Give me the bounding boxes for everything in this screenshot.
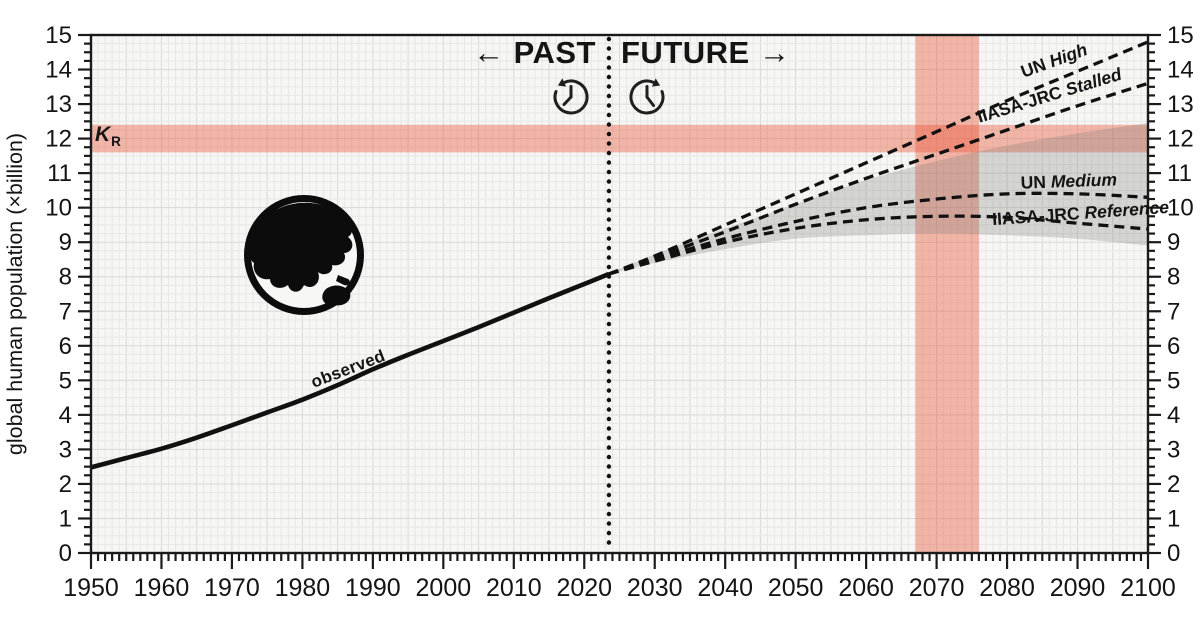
- future-label: FUTURE →: [621, 35, 790, 70]
- y-tick-label-right: 5: [1167, 367, 1180, 394]
- y-tick-label-right: 14: [1167, 57, 1194, 84]
- y-tick-label-right: 8: [1167, 264, 1180, 291]
- y-tick-label-left: 11: [47, 160, 72, 187]
- kr-band-label: KR: [95, 123, 121, 149]
- y-tick-label-left: 1: [59, 505, 72, 532]
- data-series: [90, 40, 1149, 470]
- y-tick-label-right: 3: [1167, 436, 1180, 463]
- globe-icon: [244, 195, 364, 315]
- series-un-medium: [608, 191, 1149, 276]
- y-tick-label-left: 5: [59, 367, 72, 394]
- y-tick-label-left: 12: [45, 126, 72, 153]
- y-tick-label-right: 10: [1167, 195, 1194, 222]
- series-iiasa-jrc-reference: [608, 214, 1149, 276]
- y-tick-label-left: 10: [45, 195, 72, 222]
- x-tick-label: 1950: [63, 574, 119, 602]
- future-window-band: [915, 35, 979, 553]
- x-tick-label: 2070: [909, 574, 965, 602]
- x-tick-label: 1970: [204, 574, 260, 602]
- kr-carrying-capacity-band: [91, 124, 1148, 153]
- x-tick-label: 2000: [416, 574, 472, 602]
- history-clock-icon: [553, 78, 589, 115]
- y-tick-label-left: 3: [59, 436, 72, 463]
- x-tick-label: 2010: [486, 574, 542, 602]
- y-tick-label-left: 9: [59, 229, 72, 256]
- x-tick-label: 2020: [556, 574, 612, 602]
- series-iiasa-jrc-stalled: [608, 81, 1149, 276]
- y-tick-label-left: 0: [59, 540, 72, 567]
- iiasa-jrc-reference-label: IIASA-JRC Reference: [992, 197, 1170, 229]
- y-tick-label-right: 0: [1167, 540, 1180, 567]
- x-tick-label: 1990: [345, 574, 401, 602]
- x-tick-label: 2030: [627, 574, 683, 602]
- y-tick-label-left: 2: [59, 471, 72, 498]
- y-tick-label-left: 8: [59, 264, 72, 291]
- un-medium-label: UN Medium: [1020, 169, 1117, 192]
- projection-uncertainty-band: [608, 123, 1148, 274]
- y-tick-label-right: 1: [1167, 505, 1180, 532]
- y-tick-label-right: 2: [1167, 471, 1180, 498]
- y-tick-label-left: 15: [45, 22, 72, 49]
- series-un-high: [608, 40, 1149, 276]
- y-tick-label-left: 13: [45, 91, 72, 118]
- y-tick-label-right: 12: [1167, 126, 1194, 153]
- x-tick-label: 2080: [979, 574, 1035, 602]
- grid-lines: [90, 34, 1149, 554]
- x-tick-label: 2090: [1050, 574, 1106, 602]
- x-tick-label: 2050: [768, 574, 824, 602]
- y-tick-label-right: 7: [1167, 298, 1180, 325]
- y-tick-label-right: 13: [1167, 91, 1194, 118]
- y-tick-label-left: 6: [59, 333, 72, 360]
- forward-clock-icon: [629, 78, 665, 115]
- past-label: ← PAST: [473, 35, 596, 70]
- y-tick-label-left: 4: [59, 402, 72, 429]
- y-tick-label-right: 11: [1167, 160, 1192, 187]
- y-tick-label-left: 7: [59, 298, 72, 325]
- y-tick-label-right: 9: [1167, 229, 1180, 256]
- y-axis-title: global human population (×billion): [3, 133, 27, 455]
- y-tick-label-right: 4: [1167, 402, 1180, 429]
- x-tick-label: 1980: [275, 574, 331, 602]
- y-tick-label-right: 6: [1167, 333, 1180, 360]
- y-tick-label-right: 15: [1167, 22, 1194, 49]
- series-observed: [90, 271, 610, 470]
- highlight-bands: [91, 35, 1148, 553]
- x-tick-label: 1960: [134, 574, 190, 602]
- x-tick-label: 2060: [838, 574, 894, 602]
- y-tick-label-left: 14: [45, 57, 72, 84]
- x-tick-label: 2040: [697, 574, 753, 602]
- x-tick-label: 2100: [1120, 574, 1176, 602]
- axis-ticks: [78, 33, 1161, 569]
